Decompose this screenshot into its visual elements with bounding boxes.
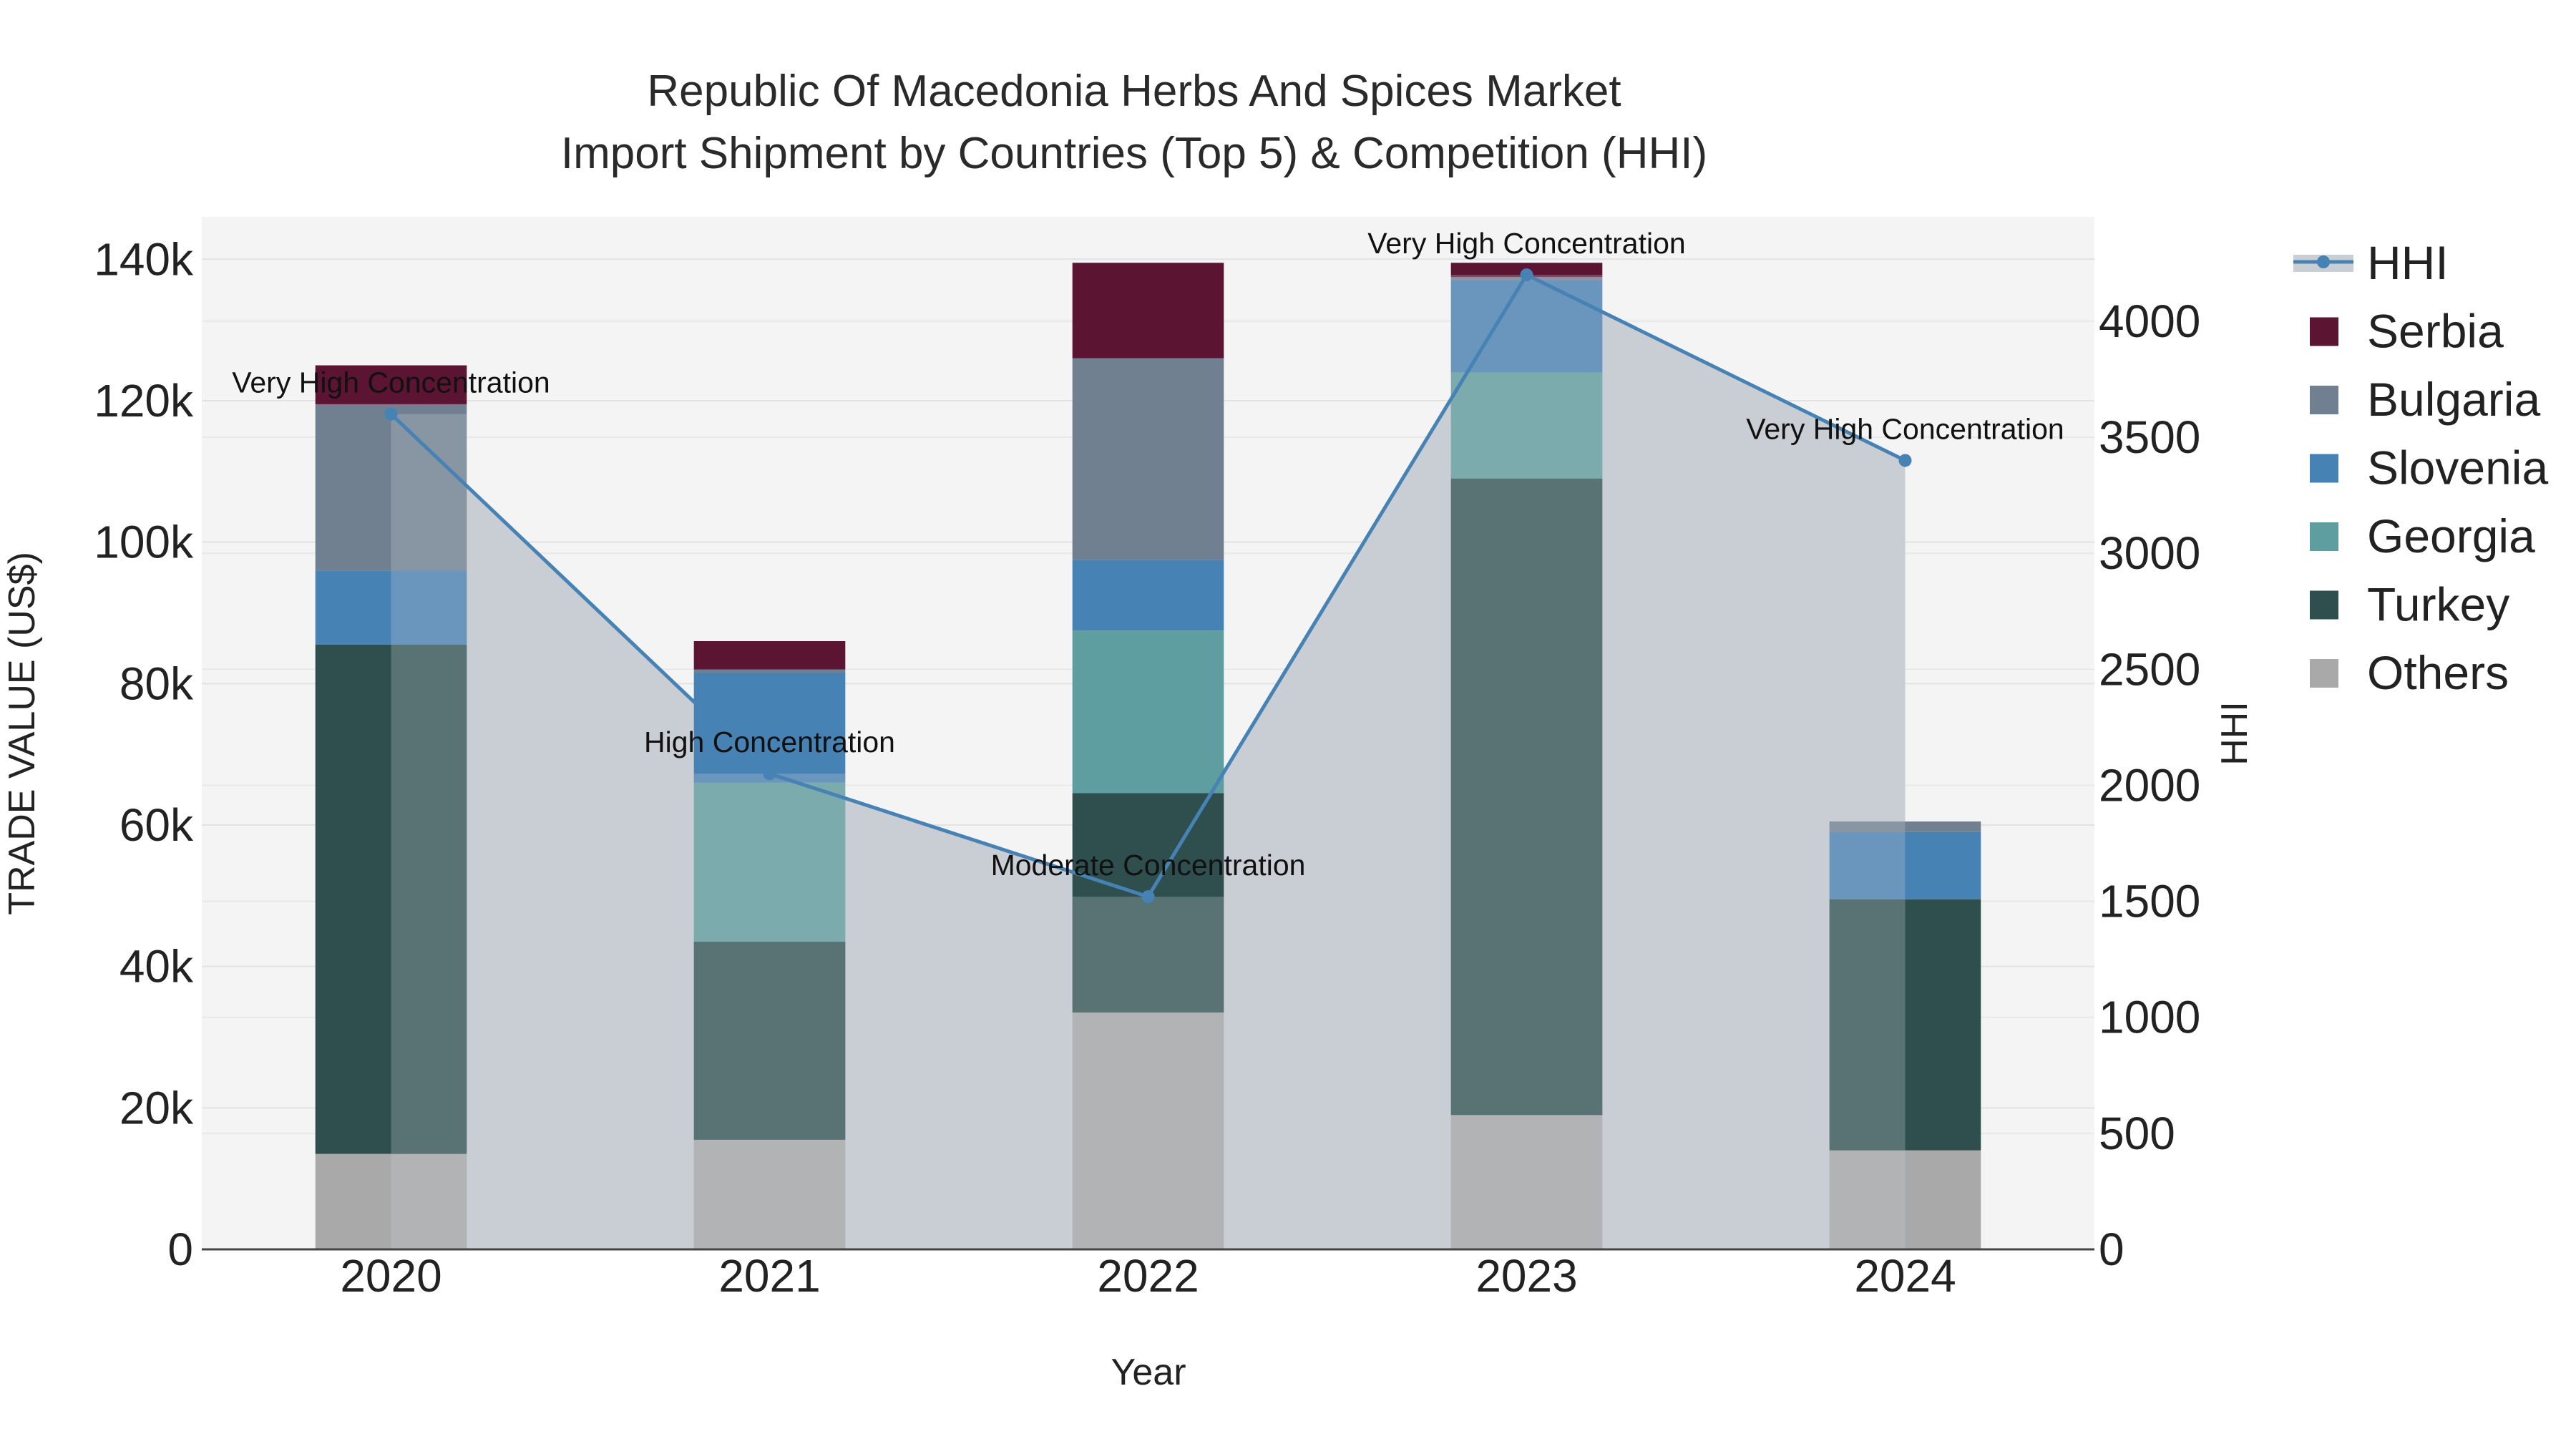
hhi-annotation-2020: Very High Concentration [232,366,550,399]
y2-tick-label: 1500 [2099,876,2200,927]
y-tick-label: 140k [94,233,194,285]
bar-bulgaria-2021 [693,669,846,673]
bar-tint-others-2020 [391,1153,467,1249]
bar-tint-others-2021 [693,1139,846,1249]
y2-tick-label: 2000 [2099,759,2200,811]
legend-label-others: Others [2367,646,2509,699]
y-axis-title: TRADE VALUE (US$) [1,552,43,915]
y2-axis-ticks: 0 500 1000 1500 2000 2500 3000 3500 4000 [2099,296,2200,1275]
bar-turkey-2023 [1450,478,1603,1116]
bar-tint-slovenia-2024 [1829,831,1906,899]
legend-swatch-others [2310,659,2338,688]
bar-tint-turkey-2020 [391,644,467,1154]
x-tick-label: 2021 [718,1250,820,1302]
y-tick-label: 100k [94,517,194,568]
x-tick-label: 2022 [1097,1250,1199,1302]
y-tick-label: 80k [119,658,194,709]
bar-tint-bulgaria-2024 [1829,821,1906,832]
x-tick-label: 2023 [1475,1250,1577,1302]
y-tick-label: 40k [119,941,194,992]
bar-tint-others-2022 [1072,1012,1224,1249]
legend-label-bulgaria: Bulgaria [2367,373,2540,426]
y2-tick-label: 1000 [2099,992,2200,1043]
bar-serbia-2020 [315,365,467,404]
legend-swatch-turkey [2310,590,2338,620]
bar-bulgaria-2020 [315,404,467,571]
bar-georgia-2023 [1450,372,1603,479]
bar-serbia-2021 [693,641,846,670]
y2-tick-label: 2500 [2099,643,2200,695]
legend-swatch-georgia [2310,522,2338,551]
legend-label-slovenia: Slovenia [2367,441,2548,494]
x-tick-label: 2024 [1854,1250,1956,1302]
bar-tint-others-2023 [1450,1115,1603,1249]
bar-tint-turkey-2022 [1072,897,1224,1013]
bar-slovenia-2024 [1829,831,1981,899]
hhi-point-2021 [763,767,776,781]
bar-tint-georgia-2023 [1450,372,1603,479]
y2-tick-label: 3500 [2099,411,2200,463]
legend-swatch-serbia [2310,317,2338,346]
x-tick-label: 2020 [340,1250,441,1302]
x-axis-ticks: 2020 2021 2022 2023 2024 [340,1250,1956,1302]
y-tick-label: 20k [119,1082,194,1133]
y2-axis-title: HHI [2214,701,2255,766]
hhi-point-2023 [1520,268,1533,282]
bar-others-2022 [1072,1012,1224,1249]
hhi-annotation-2022: Moderate Concentration [991,849,1306,882]
bar-tint-slovenia-2020 [391,570,467,645]
bar-slovenia-2020 [315,570,467,645]
legend-label-turkey: Turkey [2367,578,2509,631]
bar-serbia-2022 [1072,263,1224,358]
bar-others-2023 [1450,1115,1603,1249]
y2-tick-label: 0 [2099,1224,2124,1275]
x-axis-title: Year [1111,1352,1186,1393]
bar-tint-georgia-2021 [693,782,846,942]
bar-tint-others-2024 [1829,1150,1906,1249]
bar-bulgaria-2024 [1829,821,1981,832]
y2-tick-label: 500 [2099,1108,2175,1159]
hhi-point-2020 [384,407,398,421]
y-axis-ticks: 0 20k 40k 60k 80k 100k 120k 140k [94,233,194,1275]
hhi-line-layer [384,268,1912,904]
y-tick-label: 0 [167,1224,193,1275]
legend-label-georgia: Georgia [2367,509,2535,562]
legend-label-hhi: HHI [2367,236,2449,289]
hhi-annotation-2024: Very High Concentration [1746,412,2064,445]
bar-turkey-2021 [693,942,846,1140]
y2-tick-label: 3000 [2099,527,2200,579]
y-tick-label: 120k [94,375,194,426]
bar-tint-turkey-2024 [1829,899,1906,1151]
bar-others-2020 [315,1153,467,1249]
chart-title-line1: Republic Of Macedonia Herbs And Spices M… [647,67,1621,116]
bar-turkey-2024 [1829,899,1981,1151]
hhi-annotation-2023: Very High Concentration [1367,227,1685,260]
chart-title-line2: Import Shipment by Countries (Top 5) & C… [561,129,1707,178]
y-tick-label: 60k [119,799,194,851]
bar-others-2024 [1829,1150,1981,1249]
bar-georgia-2022 [1072,630,1224,794]
bar-tint-turkey-2023 [1450,478,1603,1116]
bar-others-2021 [693,1139,846,1249]
bar-bulgaria-2022 [1072,358,1224,560]
bar-turkey-2020 [315,644,467,1154]
bar-georgia-2021 [693,782,846,942]
legend-swatch-bulgaria [2310,386,2338,414]
legend: HHI Serbia Bulgaria Slovenia Georgia Turkey Ot… [2293,236,2548,699]
bar-slovenia-2022 [1072,560,1224,631]
hhi-annotations: Very High Concentration High Concentratio… [232,227,2064,882]
hhi-point-2024 [1898,454,1912,467]
legend-swatch-slovenia [2310,454,2338,483]
legend-label-serbia: Serbia [2367,305,2504,358]
bar-tint-bulgaria-2020 [391,414,467,571]
legend-swatch-hhi-marker [2317,255,2330,268]
bar-tint-turkey-2021 [693,942,846,1140]
hhi-annotation-2021: High Concentration [644,726,895,758]
hhi-point-2022 [1141,890,1155,904]
y2-tick-label: 4000 [2099,296,2200,347]
